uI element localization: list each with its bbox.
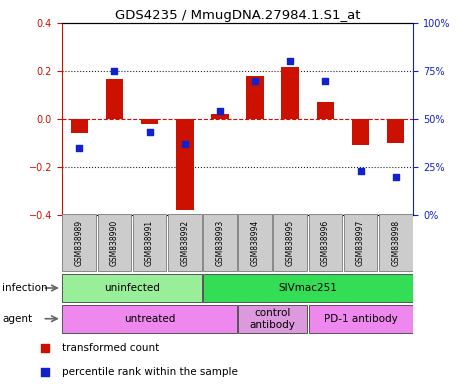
FancyBboxPatch shape (308, 305, 413, 333)
FancyBboxPatch shape (62, 214, 96, 271)
Bar (141, 119, 158, 124)
Text: agent: agent (2, 314, 32, 324)
FancyBboxPatch shape (238, 214, 272, 271)
Text: GSM838997: GSM838997 (356, 220, 365, 266)
Text: percentile rank within the sample: percentile rank within the sample (62, 366, 238, 377)
Bar (247, 76, 264, 119)
Text: GSM838994: GSM838994 (251, 220, 259, 266)
Point (41, 369, 49, 375)
Point (322, 78, 329, 84)
Text: GSM838996: GSM838996 (321, 220, 330, 266)
Point (251, 78, 259, 84)
Point (76, 145, 83, 151)
Bar (316, 102, 334, 119)
Bar (176, 119, 194, 210)
Text: GSM838990: GSM838990 (110, 220, 119, 266)
Point (286, 58, 294, 65)
Point (216, 108, 224, 114)
Bar (281, 68, 299, 119)
FancyBboxPatch shape (379, 214, 413, 271)
Point (181, 141, 189, 147)
Point (41, 345, 49, 351)
FancyBboxPatch shape (238, 305, 307, 333)
Bar (387, 119, 404, 143)
Text: GSM838991: GSM838991 (145, 220, 154, 266)
Text: GSM838993: GSM838993 (216, 220, 224, 266)
Text: transformed count: transformed count (62, 343, 160, 353)
Bar (352, 119, 369, 146)
Text: GSM838992: GSM838992 (180, 220, 189, 266)
Bar (71, 119, 88, 134)
FancyBboxPatch shape (343, 214, 378, 271)
Point (357, 168, 364, 174)
Point (146, 129, 153, 136)
Text: control
antibody: control antibody (250, 308, 295, 329)
Point (111, 68, 118, 74)
FancyBboxPatch shape (273, 214, 307, 271)
Text: untreated: untreated (124, 314, 175, 324)
FancyBboxPatch shape (203, 214, 237, 271)
FancyBboxPatch shape (97, 214, 132, 271)
Bar (211, 114, 228, 119)
Text: uninfected: uninfected (104, 283, 160, 293)
FancyBboxPatch shape (168, 214, 202, 271)
Point (392, 174, 399, 180)
Text: GSM838995: GSM838995 (286, 220, 294, 266)
FancyBboxPatch shape (133, 214, 167, 271)
Bar (105, 79, 124, 119)
Text: infection: infection (2, 283, 48, 293)
FancyBboxPatch shape (203, 274, 413, 302)
Text: PD-1 antibody: PD-1 antibody (323, 314, 398, 324)
Text: SIVmac251: SIVmac251 (278, 283, 337, 293)
FancyBboxPatch shape (308, 214, 342, 271)
Text: GSM838998: GSM838998 (391, 220, 400, 266)
FancyBboxPatch shape (62, 274, 202, 302)
Text: GSM838989: GSM838989 (75, 220, 84, 266)
Title: GDS4235 / MmugDNA.27984.1.S1_at: GDS4235 / MmugDNA.27984.1.S1_at (115, 9, 360, 22)
FancyBboxPatch shape (62, 305, 237, 333)
